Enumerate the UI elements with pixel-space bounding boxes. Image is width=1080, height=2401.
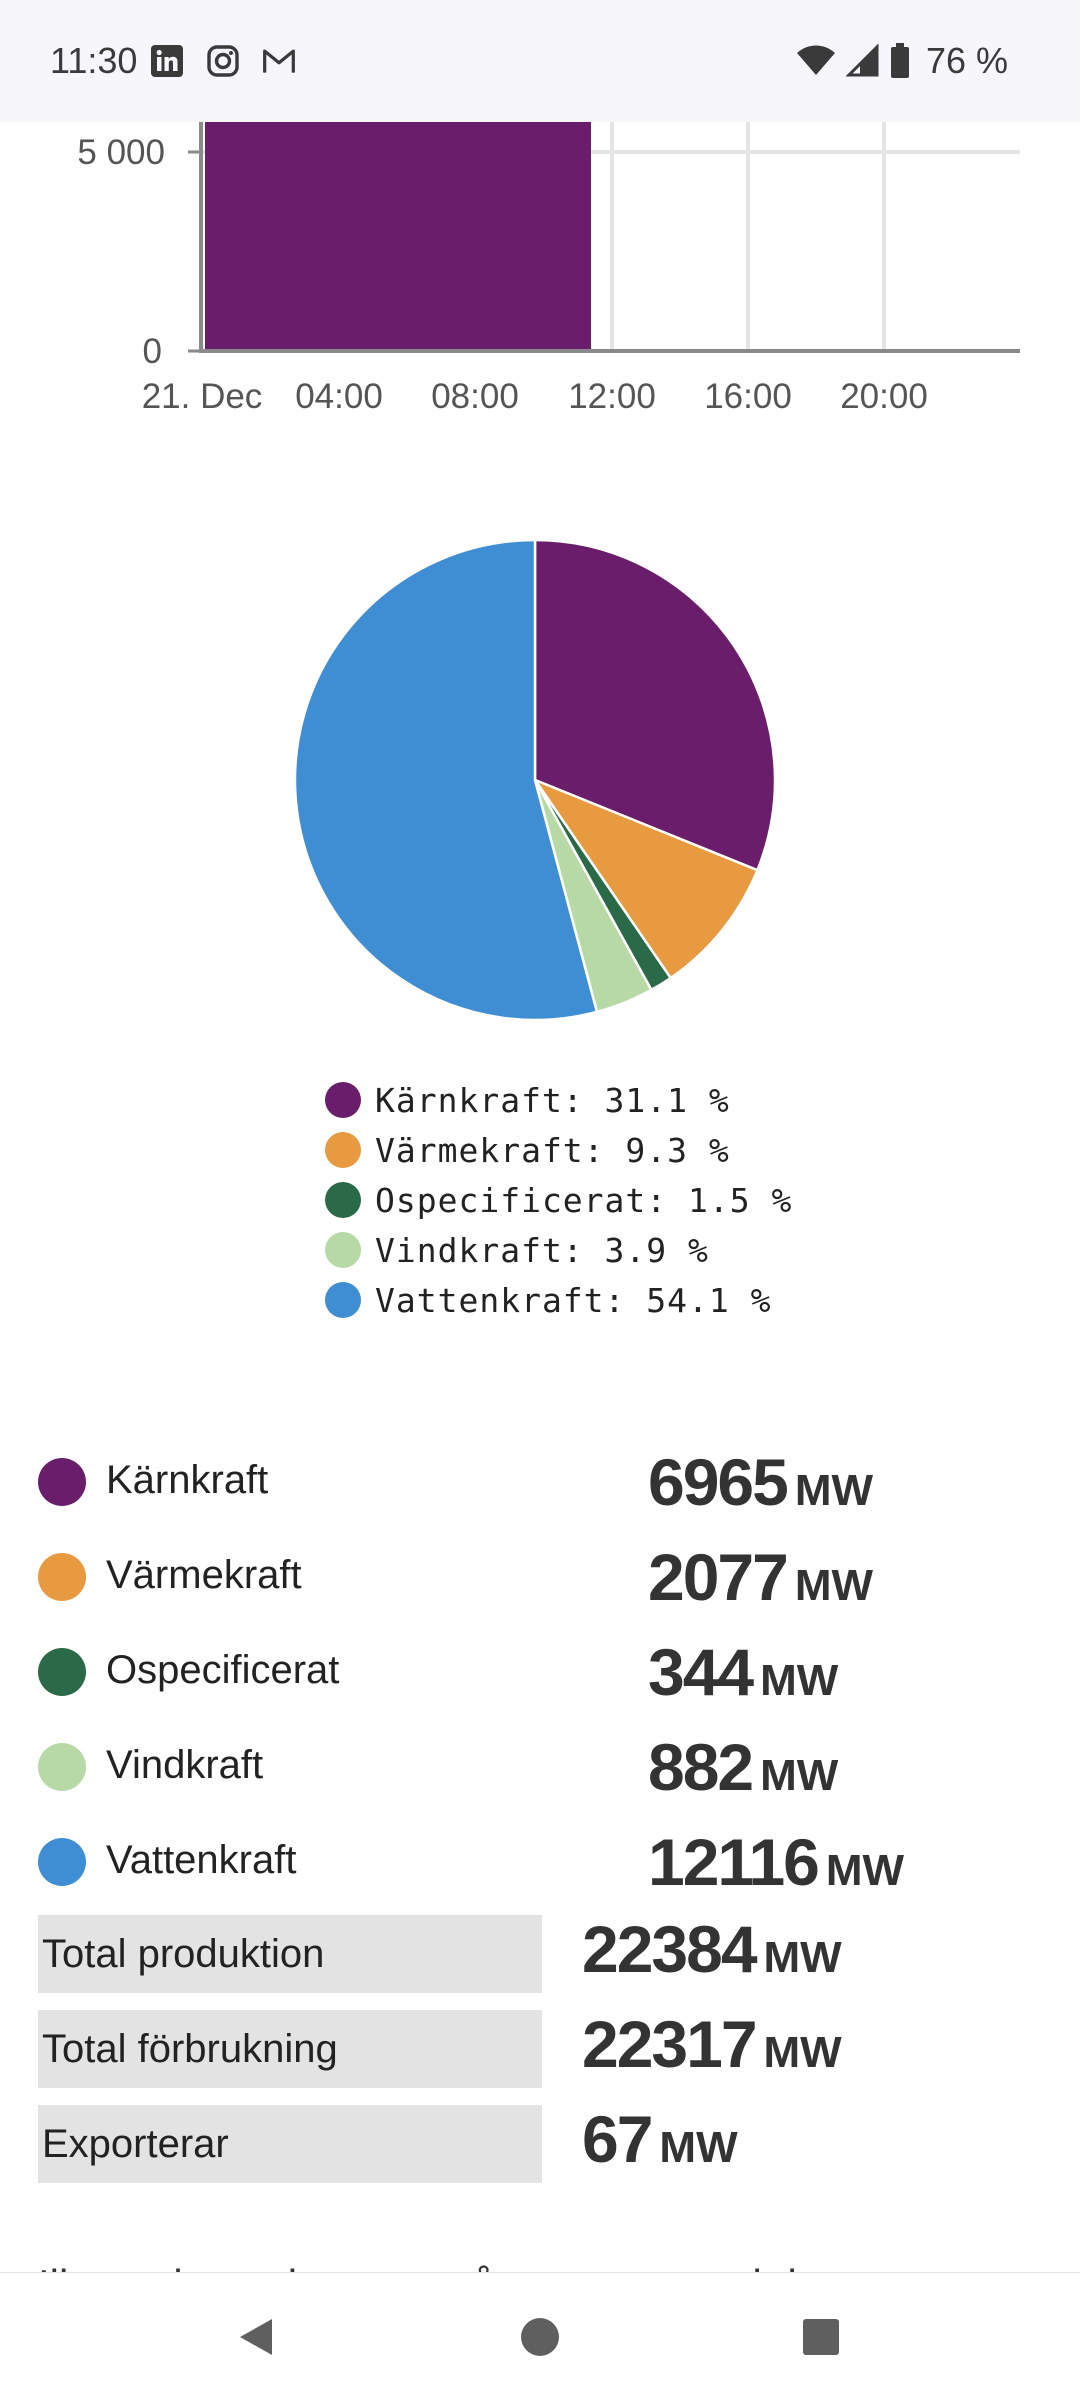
source-mw: 344 (648, 1635, 754, 1709)
source-color-dot (38, 1838, 86, 1886)
x-tick-label: 12:00 (568, 377, 656, 416)
source-value: 6965 MW (648, 1444, 873, 1520)
source-value: 12116 MW (648, 1824, 904, 1900)
pie-slice[interactable] (533, 778, 759, 980)
legend-item[interactable]: Kärnkraft: 31.1 % (325, 1075, 792, 1125)
recents-icon (803, 2319, 839, 2355)
source-name: Vindkraft (106, 1743, 264, 1787)
status-time: 11:30 (50, 40, 138, 81)
legend-dot (325, 1232, 361, 1268)
x-tick-label: 21. Dec (142, 377, 263, 416)
source-row: Ospecificerat 344 MW (38, 1635, 1038, 1735)
source-value: 2077 MW (648, 1539, 873, 1615)
legend-dot (325, 1132, 361, 1168)
source-row: Vattenkraft 12116 MW (38, 1825, 1038, 1925)
legend-text: Vindkraft: 3.9 % (375, 1230, 709, 1270)
chart-bar[interactable] (205, 122, 591, 350)
legend-dot (325, 1082, 361, 1118)
y-tick-label: 0 (143, 332, 162, 371)
unit-label: MW (794, 1466, 874, 1515)
unit-label: MW (760, 1751, 839, 1800)
source-name: Vattenkraft (106, 1838, 297, 1882)
source-color-dot (38, 1743, 86, 1791)
source-mw: 2077 (648, 1540, 789, 1614)
total-value: 22384 MW (582, 1911, 842, 1987)
legend-item[interactable]: Vindkraft: 3.9 % (325, 1225, 792, 1275)
source-name: Ospecificerat (106, 1648, 340, 1692)
unit-label: MW (763, 1933, 842, 1982)
source-value: 344 MW (648, 1634, 838, 1710)
legend-text: Kärnkraft: 31.1 % (375, 1080, 730, 1120)
total-mw: 22384 (582, 1912, 758, 1986)
linkedin-icon (151, 45, 183, 77)
source-row: Kärnkraft 6965 MW (38, 1445, 1038, 1545)
legend-item[interactable]: Ospecificerat: 1.5 % (325, 1175, 792, 1225)
legend-text: Värmekraft: 9.3 % (375, 1130, 730, 1170)
source-mw: 882 (648, 1730, 754, 1804)
x-tick-label: 16:00 (704, 377, 792, 416)
export-row: Exporterar 67 MW (38, 2102, 1038, 2200)
legend-item[interactable]: Vattenkraft: 54.1 % (325, 1275, 792, 1325)
total-label: Exporterar (38, 2105, 542, 2183)
status-bar: 11:30 76 % (0, 0, 1080, 122)
x-tick-label: 20:00 (840, 377, 928, 416)
back-icon (240, 2319, 272, 2355)
production-bar-chart: 5 000 0 21. Dec 04:00 08:00 12:00 16:00 … (77, 122, 1020, 416)
source-list: Kärnkraft 6965 MW Värmekraft 2077 MW Ospec… (38, 1445, 1038, 1925)
home-button[interactable] (502, 2299, 578, 2375)
navigation-bar (0, 2272, 1080, 2401)
source-value: 882 MW (648, 1729, 838, 1805)
recents-button[interactable] (783, 2299, 859, 2375)
total-mw: 67 (582, 2102, 653, 2176)
source-row: Vindkraft 882 MW (38, 1730, 1038, 1830)
total-value: 22317 MW (582, 2006, 842, 2082)
notification-icons (150, 44, 296, 78)
source-name: Kärnkraft (106, 1458, 269, 1502)
legend-text: Vattenkraft: 54.1 % (375, 1280, 772, 1320)
unit-label: MW (659, 2123, 738, 2172)
wifi-icon (796, 45, 835, 75)
total-label: Total förbrukning (38, 2010, 542, 2088)
instagram-icon (207, 45, 239, 77)
source-color-dot (38, 1648, 86, 1696)
battery-icon (890, 43, 909, 78)
total-mw: 22317 (582, 2007, 758, 2081)
legend-item[interactable]: Värmekraft: 9.3 % (325, 1125, 792, 1175)
gmail-icon (263, 49, 295, 73)
home-icon (521, 2318, 559, 2356)
unit-label: MW (763, 2028, 842, 2077)
source-row: Värmekraft 2077 MW (38, 1540, 1038, 1640)
pie-slice[interactable] (293, 538, 599, 1022)
x-tick-label: 04:00 (295, 377, 383, 416)
source-color-dot (38, 1458, 86, 1506)
y-tick-label: 5 000 (77, 133, 165, 172)
total-consumption-row: Total förbrukning 22317 MW (38, 2007, 1038, 2105)
source-name: Värmekraft (106, 1553, 302, 1597)
x-tick-label: 08:00 (431, 377, 519, 416)
totals-list: Total produktion 22384 MW Total förbrukni… (38, 1912, 1038, 2200)
total-label: Total produktion (38, 1915, 542, 1993)
unit-label: MW (825, 1846, 905, 1895)
chart-legend: Kärnkraft: 31.1 % Värmekraft: 9.3 % Ospe… (325, 1075, 792, 1325)
pie-slice[interactable] (533, 538, 777, 872)
system-status: 76 % (796, 40, 1008, 82)
legend-text: Ospecificerat: 1.5 % (375, 1180, 793, 1220)
unit-label: MW (794, 1561, 874, 1610)
x-gridlines (610, 122, 886, 350)
battery-percent: 76 % (925, 40, 1008, 81)
signal-icon (845, 44, 879, 77)
total-value: 67 MW (582, 2101, 738, 2177)
source-mw: 6965 (648, 1445, 789, 1519)
source-mw: 12116 (648, 1825, 820, 1899)
source-color-dot (38, 1553, 86, 1601)
unit-label: MW (760, 1656, 839, 1705)
production-pie-chart (293, 538, 777, 1022)
back-button[interactable] (218, 2299, 294, 2375)
legend-dot (325, 1182, 361, 1218)
legend-dot (325, 1282, 361, 1318)
total-production-row: Total produktion 22384 MW (38, 1912, 1038, 2010)
